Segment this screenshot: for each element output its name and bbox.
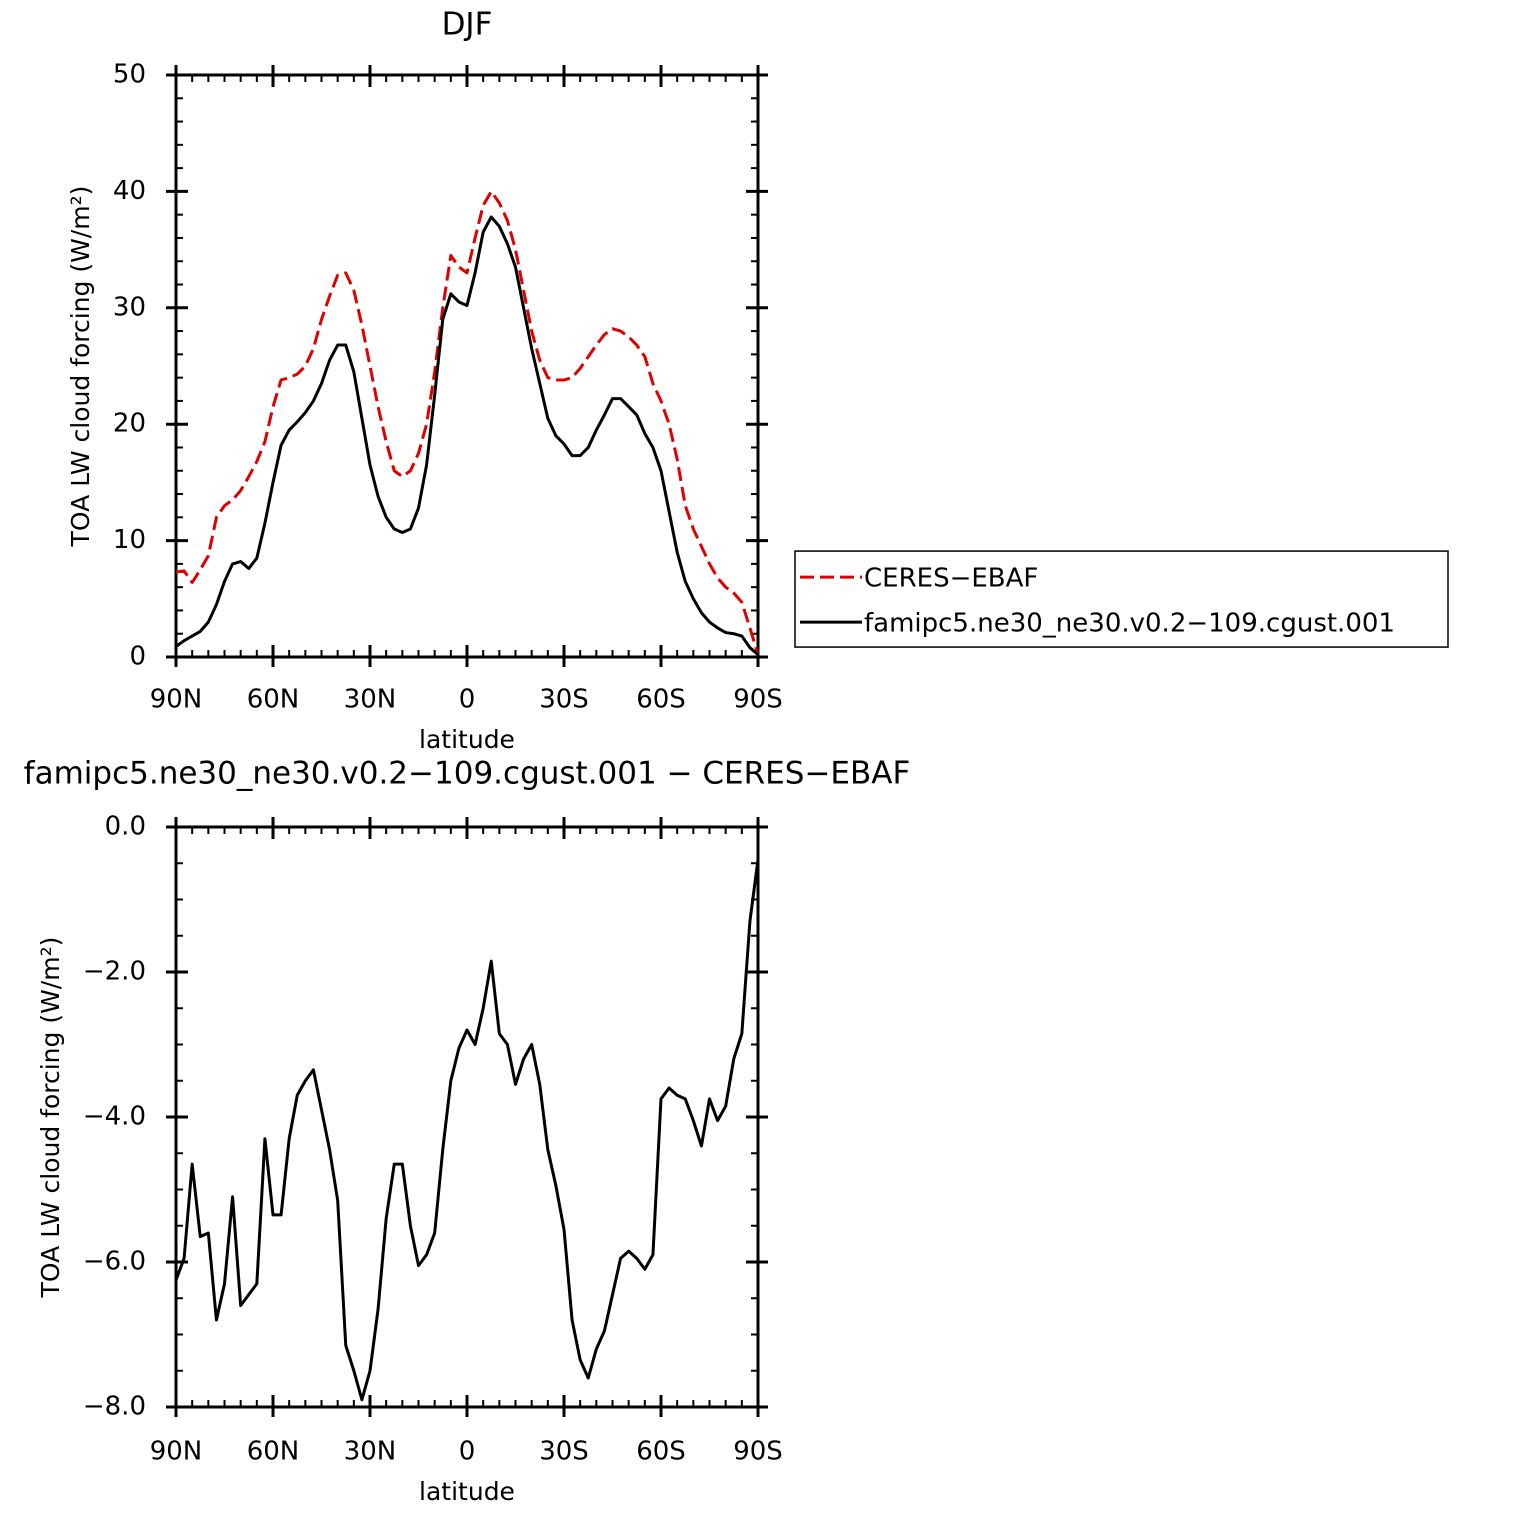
legend-label: CERES−EBAF xyxy=(864,564,1038,594)
y-tick-label: 40 xyxy=(113,176,146,206)
y-tick-label: 30 xyxy=(113,292,146,322)
y-tick-label: −4.0 xyxy=(83,1102,146,1132)
data-line xyxy=(174,859,760,1402)
plot-frame xyxy=(174,73,760,659)
chart-title: DJF xyxy=(442,7,493,43)
chart-title: famipc5.ne30_ne30.v0.2−109.cgust.001 − C… xyxy=(24,756,911,792)
legend: CERES−EBAF famipc5.ne30_ne30.v0.2−109.cgu… xyxy=(794,550,1449,648)
plot: DJF latitude TOA LW cloud forcing (W/m²) 0 1… xyxy=(66,7,1449,754)
y-tick-label: 0.0 xyxy=(105,812,146,842)
y-axis-label: TOA LW cloud forcing (W/m²) xyxy=(66,186,95,548)
x-tick-label: 60S xyxy=(636,1437,686,1467)
y-tick-label: −6.0 xyxy=(83,1247,146,1277)
x-tick-label: 90S xyxy=(733,685,783,715)
x-tick-label: 60N xyxy=(247,685,300,715)
x-axis-label: latitude xyxy=(419,725,515,754)
x-tick-label: 0 xyxy=(459,685,476,715)
x-tick-label: 60N xyxy=(247,1437,300,1467)
x-tick-label: 0 xyxy=(459,1437,476,1467)
plot-frame xyxy=(174,825,760,1409)
data-line xyxy=(175,189,760,656)
y-tick-label: −8.0 xyxy=(83,1392,146,1422)
x-tick-label: 30S xyxy=(539,1437,589,1467)
y-tick-label: 20 xyxy=(113,409,146,439)
x-tick-label: 30S xyxy=(539,685,589,715)
legend-box xyxy=(794,550,1449,648)
x-tick-label: 60S xyxy=(636,685,686,715)
y-tick-label: −2.0 xyxy=(83,957,146,987)
data-line xyxy=(175,215,759,656)
x-axis-label: latitude xyxy=(419,1477,515,1506)
y-tick-label: 0 xyxy=(129,642,146,672)
y-axis-label: TOA LW cloud forcing (W/m²) xyxy=(36,937,65,1299)
x-tick-label: 90N xyxy=(150,685,203,715)
x-tick-label: 90S xyxy=(733,1437,783,1467)
x-tick-label: 90N xyxy=(150,1437,203,1467)
y-tick-label: 50 xyxy=(113,60,146,90)
y-tick-label: 10 xyxy=(113,525,146,555)
x-tick-label: 30N xyxy=(344,1437,397,1467)
plot: famipc5.ne30_ne30.v0.2−109.cgust.001 − C… xyxy=(24,756,911,1507)
x-tick-label: 30N xyxy=(344,685,397,715)
legend-label: famipc5.ne30_ne30.v0.2−109.cgust.001 xyxy=(864,609,1395,639)
